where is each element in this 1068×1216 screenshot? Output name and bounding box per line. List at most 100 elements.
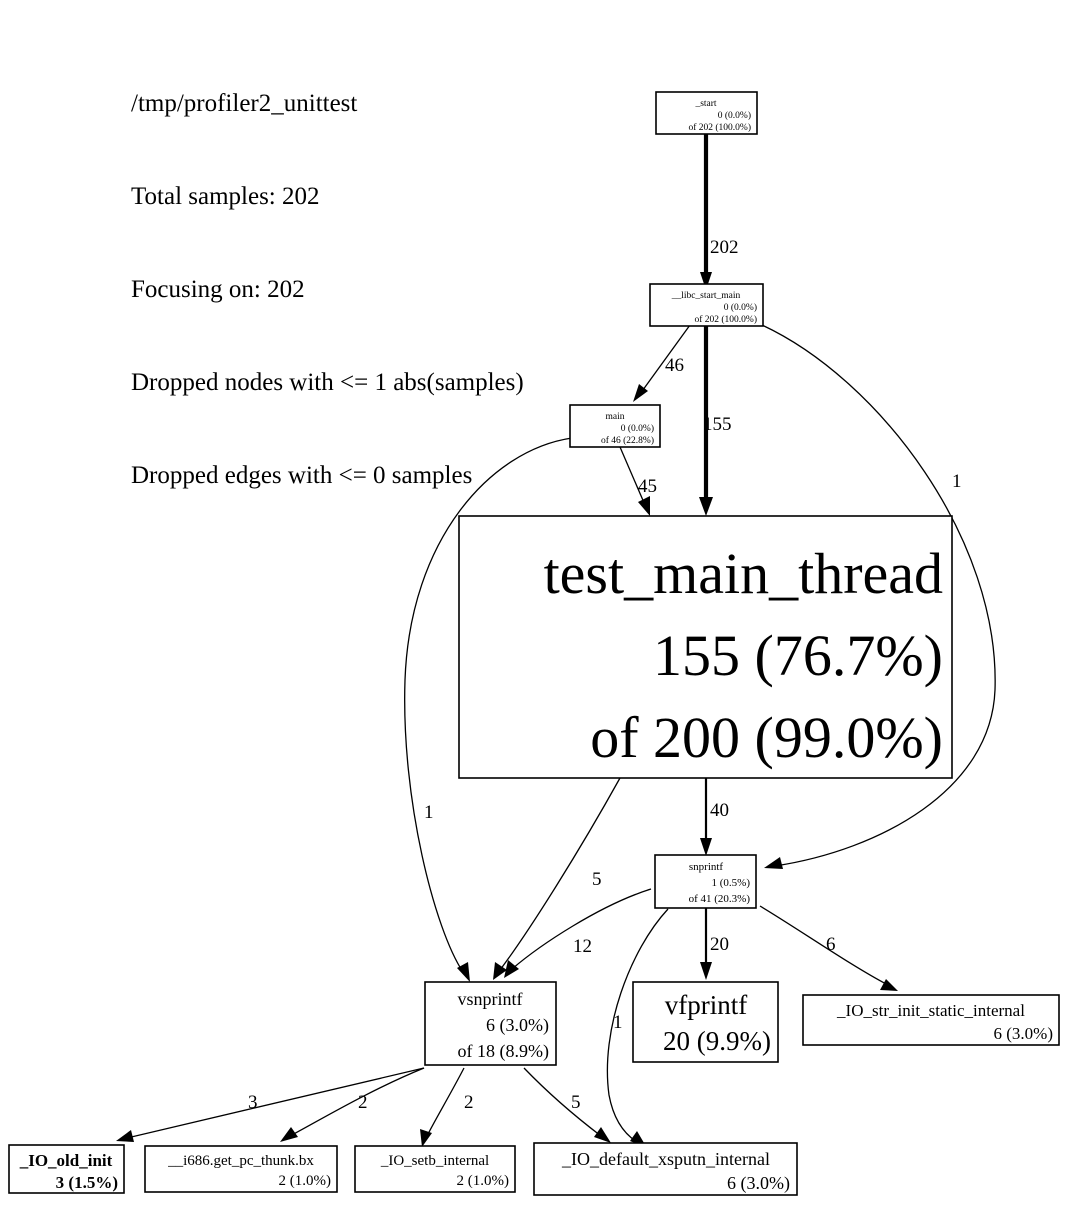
header-binary-path: /tmp/profiler2_unittest [131, 90, 358, 117]
arrowhead [700, 838, 712, 856]
node-box[interactable] [458, 515, 953, 779]
graph-header: /tmp/profiler2_unittest Total samples: 2… [131, 26, 524, 553]
node-self-samples: 155 (76.7%) [653, 623, 943, 688]
node-function-name: test_main_thread [544, 541, 943, 606]
edge-label: 6 [826, 934, 836, 955]
edge-test-main-thread-to-vsnprintf: 5 [493, 777, 621, 980]
node-libc-start-main[interactable]: __libc_start_main 0 (0.0%) of 202 (100.0… [649, 283, 764, 327]
node-total-samples: of 46 (22.8%) [601, 435, 654, 446]
node-box[interactable] [649, 283, 764, 327]
arrowhead [700, 272, 712, 290]
node-function-name: _IO_str_init_static_internal [836, 1001, 1025, 1020]
edge-start-to-libc-start-main: 202 [700, 134, 739, 290]
header-total-samples: Total samples: 202 [131, 183, 320, 210]
header-dropped-edges: Dropped edges with <= 0 samples [131, 462, 473, 489]
node-io-default-xsputn-internal[interactable]: _IO_default_xsputn_internal 6 (3.0%) [533, 1142, 798, 1196]
node-function-name: vfprintf [665, 990, 747, 1020]
node-self-samples: 6 (3.0%) [727, 1173, 790, 1194]
node-function-name: _start [694, 99, 716, 109]
node-function-name: _IO_setb_internal [380, 1153, 489, 1169]
edge-label: 12 [573, 936, 592, 957]
edge-label: 2 [358, 1092, 368, 1113]
node-function-name: _IO_old_init [19, 1151, 113, 1170]
node-function-name: __libc_start_main [671, 291, 741, 301]
node-box[interactable] [8, 1144, 125, 1194]
arrowhead [420, 1129, 432, 1147]
node-function-name: __i686.get_pc_thunk.bx [167, 1153, 314, 1169]
node-self-samples: 6 (3.0%) [994, 1024, 1053, 1043]
node-total-samples: of 202 (100.0%) [694, 314, 757, 325]
node-function-name: _IO_default_xsputn_internal [561, 1149, 770, 1169]
node-self-samples: 20 (9.9%) [663, 1026, 771, 1056]
node-io-setb-internal[interactable]: _IO_setb_internal 2 (1.0%) [354, 1145, 516, 1193]
node-box[interactable] [655, 91, 758, 135]
edge-libc-start-main-to-test-main-thread: 155 [699, 325, 732, 516]
edge-label: 1 [613, 1012, 623, 1033]
arrowhead [493, 962, 507, 980]
edge-test-main-thread-to-snprintf: 40 [700, 778, 729, 856]
node-function-name: vsnprintf [458, 989, 523, 1009]
node-box[interactable] [569, 404, 661, 448]
edge-vsnprintf-to-io-old-init: 3 [116, 1067, 425, 1142]
node-box[interactable] [144, 1145, 338, 1193]
arrowhead [504, 960, 519, 978]
edge-label: 5 [592, 869, 602, 890]
node-self-samples: 0 (0.0%) [621, 423, 654, 434]
edge-main-to-test-main-thread: 45 [619, 446, 657, 516]
node-box[interactable] [354, 1145, 516, 1193]
node-self-samples: 2 (1.0%) [279, 1173, 332, 1189]
node-box[interactable] [802, 994, 1060, 1046]
edge-vsnprintf-to-io-setb-internal: 2 [420, 1067, 474, 1147]
node-vfprintf[interactable]: vfprintf 20 (9.9%) [632, 981, 779, 1063]
node-io-old-init[interactable]: _IO_old_init 3 (1.5%) [8, 1144, 125, 1194]
node-test-main-thread[interactable]: test_main_thread 155 (76.7%) of 200 (99.… [458, 515, 953, 779]
arrowhead [594, 1127, 611, 1143]
node-box[interactable] [654, 854, 757, 909]
header-dropped-nodes: Dropped nodes with <= 1 abs(samples) [131, 369, 524, 396]
edge-label: 1 [424, 802, 434, 823]
arrowhead [699, 497, 713, 516]
arrowhead [457, 962, 470, 982]
edge-label: 3 [248, 1092, 258, 1113]
edge-label: 202 [710, 237, 739, 258]
arrowhead [280, 1127, 298, 1142]
edge-snprintf-to-vsnprintf: 12 [504, 888, 652, 978]
node-total-samples: of 18 (8.9%) [458, 1041, 549, 1062]
arrowhead [116, 1130, 134, 1142]
edge-label: 5 [571, 1092, 581, 1113]
edge-label: 45 [638, 476, 657, 497]
arrowhead [880, 979, 898, 991]
node-total-samples: of 200 (99.0%) [590, 705, 943, 770]
node-i686-get-pc-thunk-bx[interactable]: __i686.get_pc_thunk.bx 2 (1.0%) [144, 1145, 338, 1193]
node-box[interactable] [424, 981, 557, 1066]
header-focusing-on: Focusing on: 202 [131, 276, 305, 303]
node-self-samples: 0 (0.0%) [724, 302, 757, 313]
edge-label: 46 [665, 355, 684, 376]
node-function-name: snprintf [689, 861, 724, 873]
node-start[interactable]: _start 0 (0.0%) of 202 (100.0%) [655, 91, 758, 135]
arrowhead [700, 962, 712, 980]
edge-libc-start-main-to-snprintf: 1 [761, 324, 996, 869]
edge-vsnprintf-to-i686-get-pc-thunk-bx: 2 [280, 1067, 425, 1142]
node-self-samples: 0 (0.0%) [718, 110, 751, 121]
node-self-samples: 1 (0.5%) [712, 877, 751, 889]
node-self-samples: 6 (3.0%) [486, 1015, 549, 1036]
node-snprintf[interactable]: snprintf 1 (0.5%) of 41 (20.3%) [654, 854, 757, 909]
arrowhead [633, 384, 648, 402]
node-self-samples: 2 (1.0%) [457, 1173, 510, 1189]
node-box[interactable] [533, 1142, 798, 1196]
arrowhead [764, 857, 783, 869]
node-total-samples: of 202 (100.0%) [688, 122, 751, 133]
node-main[interactable]: main 0 (0.0%) of 46 (22.8%) [569, 404, 661, 448]
edge-label: 40 [710, 800, 729, 821]
node-box[interactable] [632, 981, 779, 1063]
node-vsnprintf[interactable]: vsnprintf 6 (3.0%) of 18 (8.9%) [424, 981, 557, 1066]
edge-snprintf-to-vfprintf: 20 [700, 908, 729, 980]
edge-label: 2 [464, 1092, 474, 1113]
node-self-samples: 3 (1.5%) [56, 1173, 118, 1192]
node-total-samples: of 41 (20.3%) [689, 893, 751, 905]
node-io-str-init-static-internal[interactable]: _IO_str_init_static_internal 6 (3.0%) [802, 994, 1060, 1046]
edge-main-to-vsnprintf: 1 [404, 437, 573, 982]
